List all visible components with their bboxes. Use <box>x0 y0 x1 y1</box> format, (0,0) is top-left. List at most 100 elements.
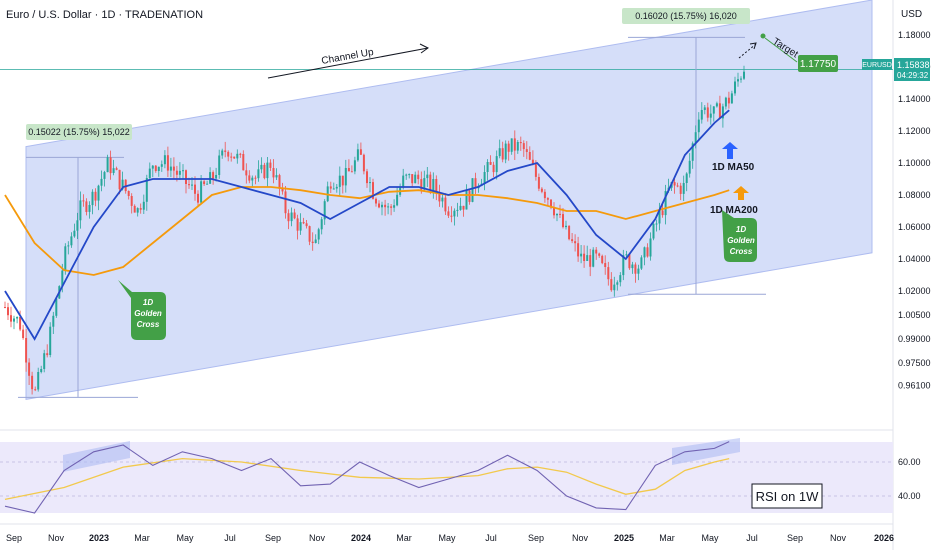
candle-body <box>212 172 215 179</box>
ma50-arrow-icon <box>722 142 738 159</box>
rsi-pane[interactable]: RSI on 1W <box>0 438 893 514</box>
candle-body <box>115 168 118 170</box>
target-dot <box>760 33 766 39</box>
candle-body <box>474 178 477 189</box>
candle-body <box>571 239 574 242</box>
candle-body <box>580 253 583 257</box>
candle-body <box>372 182 374 199</box>
candle-body <box>16 317 19 319</box>
price-tick-label: 0.97500 <box>898 358 931 368</box>
candle-body <box>28 362 31 376</box>
countdown-text: 04:29:32 <box>897 71 929 80</box>
time-tick-label: 2023 <box>89 533 109 543</box>
time-axis[interactable]: Sep Nov 2023 Mar May Jul Sep Nov 2024 Mar May Jul Se… <box>6 533 894 543</box>
rsi-label-box <box>751 483 823 509</box>
candle-body <box>127 191 130 196</box>
candle-body <box>239 153 242 155</box>
candle-body <box>543 191 546 199</box>
ma200-arrow-icon <box>733 186 749 200</box>
candle-body <box>287 213 290 222</box>
candle-body <box>709 113 712 118</box>
price-tick-label: 1.02000 <box>898 286 931 296</box>
candle-body <box>284 191 287 214</box>
time-tick-label: Jul <box>224 533 236 543</box>
price-pane[interactable] <box>0 0 893 400</box>
candle-body <box>79 200 82 221</box>
candle-body <box>160 164 163 167</box>
candle-body <box>73 230 76 237</box>
candle-body <box>46 353 49 356</box>
candle-body <box>441 197 444 202</box>
candle-body <box>293 212 296 219</box>
target-price-text: 1.17750 <box>800 59 837 70</box>
candle-body <box>317 229 320 240</box>
candle-body <box>37 372 40 390</box>
candle-body <box>396 194 399 206</box>
candle-body <box>25 338 28 363</box>
candle-body <box>559 213 561 215</box>
candle-body <box>737 79 739 82</box>
candle-body <box>495 156 498 173</box>
candle-body <box>673 182 676 186</box>
candle-body <box>341 175 344 186</box>
candle-body <box>49 326 52 355</box>
candle-body <box>679 185 682 194</box>
candle-body <box>700 110 703 120</box>
candle-body <box>619 275 622 283</box>
candle-body <box>350 171 353 173</box>
time-tick-label: May <box>176 533 194 543</box>
candle-body <box>546 198 549 200</box>
candle-body <box>10 315 12 322</box>
candle-body <box>682 183 685 194</box>
candle-body <box>97 185 100 201</box>
chart-title: Euro / U.S. Dollar · 1D · TRADENATION <box>6 9 204 21</box>
golden-cross-2-line-1: 1D <box>736 225 746 234</box>
price-tick-label: 1.04000 <box>898 254 931 264</box>
candle-body <box>7 307 9 316</box>
time-tick-label: Nov <box>309 533 326 543</box>
candle-body <box>556 213 558 216</box>
candle-body <box>616 282 619 285</box>
candle-body <box>718 103 721 119</box>
candle-body <box>381 204 383 208</box>
time-tick-label: Sep <box>265 533 281 543</box>
time-tick-label: Mar <box>134 533 150 543</box>
candle-body <box>236 153 239 159</box>
candle-body <box>314 239 317 243</box>
candle-body <box>121 179 124 190</box>
candle-body <box>94 191 97 201</box>
candle-body <box>643 247 646 258</box>
golden-cross-1-line-1: 1D <box>143 298 153 307</box>
time-tick-label: 2025 <box>614 533 634 543</box>
candle-body <box>501 148 504 160</box>
candle-body <box>468 190 471 202</box>
candle-body <box>366 171 368 184</box>
candle-body <box>411 174 414 184</box>
candle-body <box>712 106 715 114</box>
candle-body <box>688 160 691 174</box>
price-axis[interactable]: 1.180001.160001.140001.120001.100001.080… <box>898 30 931 390</box>
rsi-tick-label: 40.00 <box>898 491 921 501</box>
candle-body <box>311 241 314 243</box>
candle-body <box>4 307 6 308</box>
candle-body <box>136 208 139 213</box>
candle-body <box>640 257 643 269</box>
candle-body <box>290 212 293 222</box>
time-tick-label: Sep <box>528 533 544 543</box>
golden-cross-callout-2 <box>722 210 757 262</box>
measure-right-label-box <box>622 8 750 24</box>
candle-body <box>577 243 580 257</box>
candle-body <box>625 254 628 256</box>
candle-body <box>224 150 227 152</box>
candle-body <box>703 107 706 110</box>
candle-body <box>40 369 43 372</box>
candle-body <box>43 353 46 369</box>
candlestick-series <box>4 65 745 395</box>
candle-body <box>194 184 196 194</box>
candle-body <box>362 154 365 172</box>
candle-body <box>562 214 564 228</box>
candle-body <box>589 255 592 267</box>
candle-body <box>658 210 661 224</box>
candle-body <box>19 317 22 330</box>
